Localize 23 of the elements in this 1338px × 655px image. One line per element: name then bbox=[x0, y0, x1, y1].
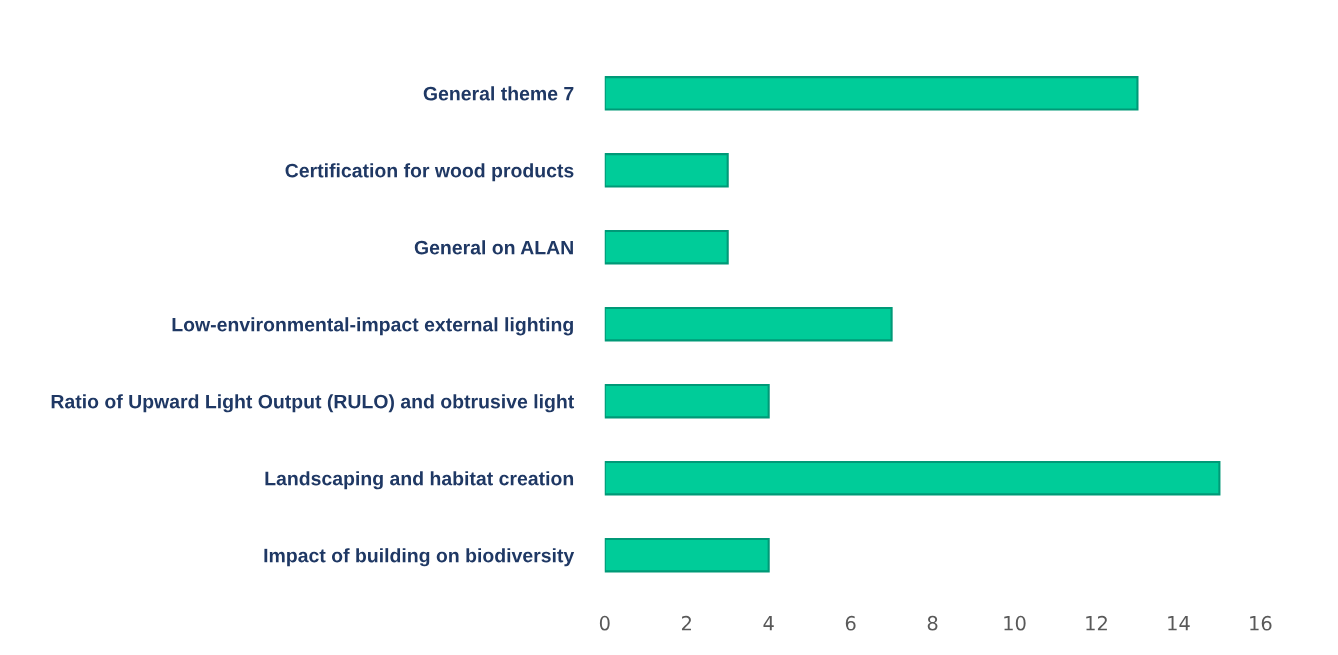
y-tick-label: Landscaping and habitat creation bbox=[265, 471, 574, 490]
x-tick-label: 12 bbox=[1086, 615, 1107, 631]
x-tick-label: 8 bbox=[927, 615, 938, 631]
y-tick-label: General theme 7 bbox=[423, 86, 574, 101]
y-tick-label: Impact of building on biodiversity bbox=[264, 548, 575, 567]
y-tick-label: Certification for wood products bbox=[285, 163, 574, 182]
bar bbox=[604, 307, 893, 342]
y-tick-label: General on ALAN bbox=[414, 240, 573, 255]
x-tick-label: 6 bbox=[845, 615, 856, 631]
x-tick-label: 10 bbox=[1004, 615, 1026, 631]
x-tick-label: 4 bbox=[763, 616, 774, 631]
bar bbox=[604, 537, 770, 573]
bar bbox=[604, 153, 729, 188]
x-tick-label: 2 bbox=[681, 615, 691, 631]
bar bbox=[604, 460, 1221, 496]
bar bbox=[604, 230, 729, 265]
y-tick-label: Ratio of Upward Light Output (RULO) and obtrusive light bbox=[51, 394, 575, 413]
y-tick-label: Low-environmental-impact external lighting bbox=[172, 317, 573, 336]
bar bbox=[604, 384, 770, 419]
x-tick-label: 14 bbox=[1168, 616, 1190, 631]
bar bbox=[604, 76, 1139, 111]
x-tick-label: 0 bbox=[599, 615, 610, 631]
x-tick-label: 16 bbox=[1250, 615, 1272, 631]
